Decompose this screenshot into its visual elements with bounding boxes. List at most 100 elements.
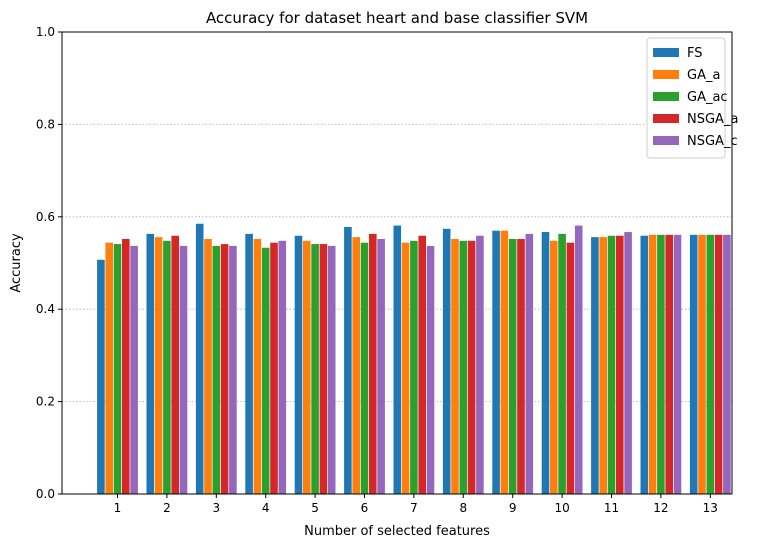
bar-ga-a-8 (451, 238, 459, 494)
plot-frame (61, 31, 733, 495)
legend: FS GA_a GA_ac NSGA_a NSGA_c (646, 37, 738, 159)
bar-fs-7 (393, 225, 402, 494)
bar-nsga-a-3 (220, 244, 229, 494)
bar-nsga-c-7 (426, 245, 435, 494)
x-tick-label: 3 (212, 501, 220, 515)
bar-ga-a-5 (303, 240, 311, 494)
legend-label: GA_a (687, 68, 720, 83)
x-tick-label: 8 (459, 501, 467, 515)
bar-ga-a-7 (401, 242, 410, 494)
bar-nsga-c-4 (278, 240, 287, 494)
bar-nsga-a-9 (517, 238, 525, 494)
bar-fs-8 (442, 228, 451, 494)
x-tick-label: 13 (703, 501, 718, 515)
bar-nsga-c-11 (624, 232, 632, 494)
bar-nsga-c-1 (130, 245, 138, 494)
x-tick-label: 7 (410, 501, 418, 515)
y-axis-label: Accuracy (9, 233, 24, 293)
bar-fs-5 (294, 235, 303, 494)
bar-nsga-a-2 (171, 235, 179, 494)
bar-ga-ac-13 (706, 234, 715, 494)
bar-ga-ac-5 (311, 244, 319, 494)
bar-ga-ac-1 (113, 244, 122, 494)
x-tick-label: 2 (163, 501, 171, 515)
bar-nsga-c-5 (327, 245, 336, 494)
bar-fs-2 (146, 233, 155, 495)
bar-nsga-c-9 (525, 233, 534, 495)
y-tick-label: 0.2 (36, 395, 55, 409)
bar-ga-a-1 (105, 242, 113, 494)
bar-nsga-c-2 (179, 245, 188, 494)
bar-ga-ac-8 (459, 240, 468, 494)
bar-fs-6 (344, 226, 352, 495)
x-tick-label: 5 (311, 501, 319, 515)
x-tick-label: 4 (262, 501, 270, 515)
bar-ga-a-9 (500, 230, 509, 494)
bar-fs-11 (591, 237, 599, 495)
chart-title: Accuracy for dataset heart and base clas… (206, 9, 588, 27)
bar-ga-ac-12 (657, 234, 665, 494)
bar-fs-3 (195, 223, 204, 495)
bar-nsga-c-8 (476, 235, 484, 494)
bar-nsga-a-8 (467, 240, 476, 494)
bar-ga-a-13 (698, 234, 706, 494)
bar-nsga-c-6 (377, 238, 385, 494)
bar-ga-a-3 (204, 238, 212, 494)
bar-nsga-a-12 (665, 234, 673, 494)
bar-fs-12 (640, 235, 649, 494)
bar-ga-a-12 (648, 234, 657, 494)
bar-ga-a-6 (352, 237, 360, 495)
legend-label: GA_ac (687, 90, 728, 105)
legend-box (646, 37, 726, 159)
bar-nsga-c-13 (723, 234, 731, 494)
x-axis-label: Number of selected features (304, 524, 490, 539)
x-tick-label: 6 (361, 501, 369, 515)
legend-swatch-ga-a (653, 70, 679, 79)
bar-fs-9 (492, 230, 500, 494)
bar-fs-10 (541, 232, 550, 494)
bar-ga-a-10 (550, 240, 558, 494)
bar-ga-ac-11 (607, 235, 616, 494)
bar-fs-4 (245, 233, 253, 495)
x-tick-label: 10 (554, 501, 569, 515)
bar-nsga-c-10 (574, 225, 583, 494)
bar-nsga-a-13 (714, 234, 723, 494)
legend-swatch-fs (653, 48, 679, 57)
x-tick-label: 1 (114, 501, 122, 515)
bar-ga-ac-3 (212, 245, 221, 494)
bar-ga-ac-2 (163, 240, 171, 494)
bar-ga-ac-7 (410, 240, 418, 494)
bar-nsga-a-11 (616, 235, 624, 494)
x-axis: 1 2 3 4 5 6 7 8 9 10 11 12 13 (114, 494, 718, 515)
bar-nsga-a-5 (319, 244, 328, 494)
y-axis: 0.0 0.2 0.4 0.6 0.8 1.0 (36, 25, 62, 501)
bar-nsga-a-10 (566, 242, 575, 494)
bar-nsga-c-3 (229, 245, 237, 494)
bar-ga-ac-6 (360, 242, 369, 494)
legend-swatch-ga-ac (653, 92, 679, 101)
legend-swatch-nsga-c (653, 136, 679, 145)
bar-fs-1 (97, 259, 105, 494)
legend-label: NSGA_a (687, 112, 738, 127)
bar-nsga-a-4 (270, 242, 278, 494)
bar-ga-ac-9 (508, 238, 517, 494)
x-tick-label: 11 (604, 501, 619, 515)
x-tick-label: 12 (653, 501, 668, 515)
bar-ga-a-4 (253, 238, 262, 494)
bar-nsga-a-6 (369, 233, 377, 495)
y-tick-label: 0.6 (36, 210, 55, 224)
bar-fs-13 (689, 234, 698, 494)
legend-swatch-nsga-a (653, 114, 679, 123)
bar-nsga-c-12 (673, 234, 682, 494)
bar-nsga-a-7 (418, 235, 426, 494)
bar-nsga-a-1 (122, 238, 130, 494)
y-tick-label: 0.0 (36, 487, 55, 501)
y-tick-label: 1.0 (36, 25, 55, 39)
bar-ga-ac-10 (558, 233, 566, 495)
legend-label: NSGA_c (687, 134, 738, 149)
bar-ga-a-11 (599, 237, 607, 495)
legend-label: FS (687, 46, 703, 61)
bars (97, 223, 731, 495)
x-tick-label: 9 (509, 501, 517, 515)
